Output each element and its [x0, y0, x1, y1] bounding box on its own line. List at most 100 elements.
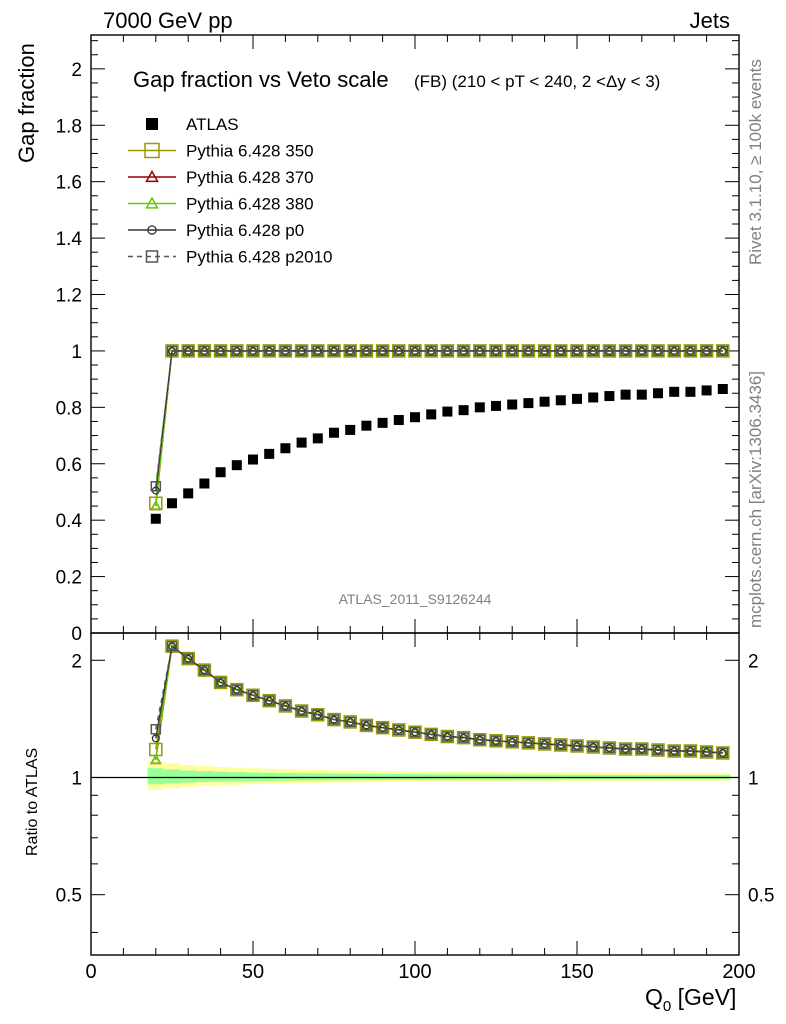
series-point: [474, 345, 486, 357]
series-point: [182, 345, 194, 357]
series-point: [539, 345, 550, 357]
ratio-series-line: [155, 644, 723, 754]
series-point: [247, 345, 259, 357]
series-point: [556, 346, 565, 355]
ratio-series-point: [296, 705, 307, 717]
ratio-series-point: [393, 724, 405, 736]
series-point: [377, 345, 388, 357]
legend-label: Pythia 6.428 p0: [186, 221, 304, 240]
legend-marker-atlas: [146, 118, 158, 130]
series-line: [155, 350, 723, 507]
y-tick-label: 0.6: [56, 455, 82, 476]
ratio-series-point: [361, 720, 372, 731]
series-point: [393, 345, 405, 357]
series-point: [620, 345, 631, 357]
data-point: [491, 400, 501, 411]
legend-marker: [145, 169, 159, 183]
ratio-y-tick-label: 0.5: [56, 886, 82, 907]
ratio-band-inner: [228, 772, 245, 782]
data-point: [264, 448, 275, 459]
data-point: [215, 467, 226, 478]
series-point: [199, 345, 210, 357]
data-point: [701, 385, 712, 396]
data-point: [377, 417, 388, 428]
data-point: [523, 398, 534, 409]
ratio-series-line: [155, 644, 723, 754]
ratio-series-point: [377, 722, 388, 733]
series-point: [425, 345, 437, 357]
ratio-series-point: [506, 736, 518, 748]
series-point: [718, 346, 727, 355]
ratio-series-point: [490, 735, 502, 747]
ratio-y-tick-label-right: 1: [748, 768, 759, 789]
series-point: [312, 345, 324, 357]
y-tick-label: 0.8: [56, 398, 82, 419]
series-point: [555, 345, 567, 357]
data-point: [248, 454, 258, 465]
x-tick-label: 200: [722, 961, 755, 983]
series-point: [636, 345, 648, 357]
header-left: 7000 GeV pp: [103, 8, 233, 33]
ratio-series-point: [200, 666, 209, 675]
series-point: [442, 345, 453, 357]
mcplots-label: mcplots.cern.ch [arXiv:1306.3436]: [746, 371, 765, 628]
y-tick-label: 1.2: [56, 286, 82, 307]
ratio-series-point: [425, 729, 437, 740]
series-point: [475, 346, 484, 355]
data-point: [474, 402, 485, 413]
ratio-series-point: [652, 744, 664, 756]
data-point: [150, 513, 161, 524]
series-point: [296, 345, 307, 357]
ratio-y-tick-label-right: 0.5: [748, 886, 774, 907]
series-point: [313, 346, 322, 355]
series-point: [150, 500, 162, 511]
ratio-series-line: [155, 644, 723, 754]
ratio-series-point: [604, 742, 615, 754]
ratio-series-point: [182, 653, 194, 664]
series-point: [587, 345, 599, 357]
ratio-series-point: [248, 691, 258, 700]
series-point: [394, 346, 403, 355]
y-tick-label: 1.8: [56, 116, 82, 137]
data-point: [653, 388, 663, 399]
series-point: [231, 345, 243, 357]
ratio-series-point: [265, 696, 274, 705]
ratio-series-point: [523, 737, 534, 749]
x-tick-label: 100: [398, 961, 431, 983]
ratio-series-point: [539, 738, 550, 750]
ratio-band-inner: [163, 769, 181, 784]
ratio-series-point: [427, 730, 436, 739]
data-point: [410, 412, 420, 423]
series-point: [571, 345, 583, 357]
ratio-y-axis-label: Ratio to ATLAS: [24, 748, 41, 856]
y-tick-label: 0: [71, 624, 82, 645]
data-point: [312, 433, 323, 444]
legend-label-atlas: ATLAS: [186, 115, 239, 134]
ratio-series-point: [215, 677, 226, 688]
data-point: [426, 409, 437, 420]
ratio-band-inner: [147, 768, 164, 785]
data-point: [620, 389, 631, 400]
data-point: [685, 386, 696, 397]
ratio-series-point: [297, 706, 306, 716]
legend-marker: [144, 142, 160, 159]
ratio-band-inner: [244, 772, 262, 782]
ratio-series-point: [184, 654, 193, 663]
legend-label: Pythia 6.428 380: [186, 195, 314, 214]
ratio-series-point: [555, 739, 567, 751]
ratio-series-point: [686, 746, 695, 756]
series-point: [328, 345, 340, 357]
ratio-band-inner: [196, 771, 213, 783]
ratio-series-point: [685, 745, 696, 757]
series-point: [458, 345, 469, 357]
y-tick-label: 0.2: [56, 568, 82, 589]
ratio-series-point: [280, 700, 291, 712]
ratio-series-point: [150, 724, 162, 735]
series-point: [701, 345, 712, 357]
y-axis-label: Gap fraction: [14, 43, 39, 163]
series-point: [637, 346, 646, 355]
series-point: [523, 345, 534, 357]
ratio-series-point: [151, 734, 160, 743]
data-point: [199, 478, 210, 489]
